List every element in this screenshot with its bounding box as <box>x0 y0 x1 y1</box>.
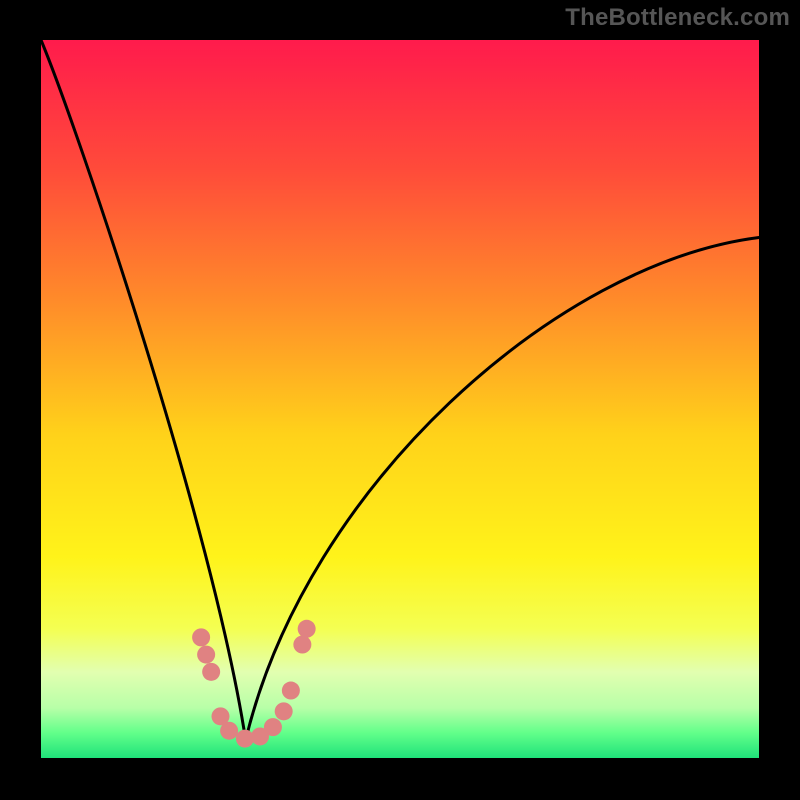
data-marker <box>293 636 311 654</box>
chart-root: TheBottleneck.com <box>0 0 800 800</box>
watermark-text: TheBottleneck.com <box>565 4 790 32</box>
data-marker <box>298 620 316 638</box>
data-marker <box>197 646 215 664</box>
data-marker <box>236 730 254 748</box>
data-marker <box>282 682 300 700</box>
data-marker <box>275 702 293 720</box>
data-marker <box>220 722 238 740</box>
data-marker <box>202 663 220 681</box>
data-marker <box>192 628 210 646</box>
chart-svg <box>0 0 800 800</box>
plot-area <box>41 40 759 758</box>
data-marker <box>264 718 282 736</box>
